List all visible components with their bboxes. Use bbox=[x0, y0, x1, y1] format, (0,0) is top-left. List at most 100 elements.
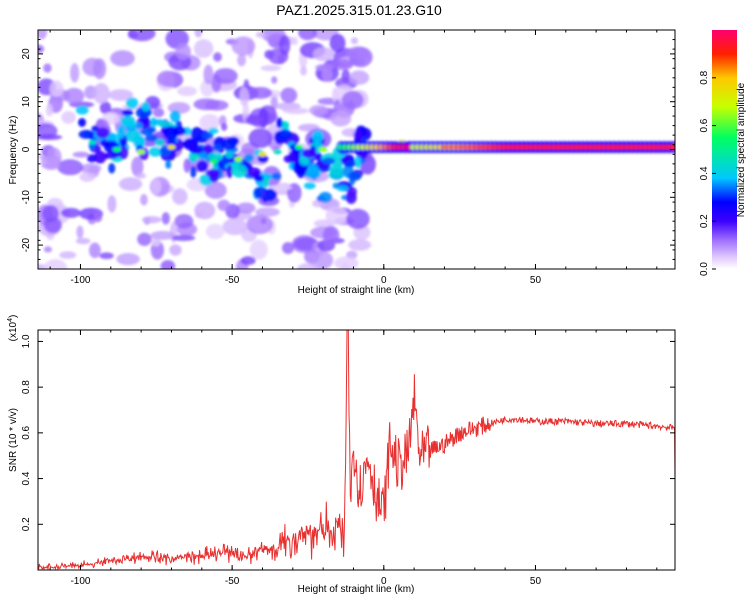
heatmap-cell bbox=[171, 126, 186, 136]
heatmap-cell bbox=[152, 107, 165, 118]
heatmap-cell bbox=[297, 262, 319, 269]
heatmap-cell bbox=[61, 111, 76, 124]
heatmap-cell bbox=[483, 145, 491, 149]
heatmap-cell bbox=[465, 145, 473, 149]
heatmap-cell bbox=[260, 217, 267, 225]
snr-scale-label: (x104) bbox=[7, 315, 19, 342]
heatmap-cell bbox=[177, 86, 197, 97]
heatmap-cell bbox=[544, 145, 552, 149]
heatmap-cell bbox=[118, 145, 129, 160]
y-tick-label: 0.8 bbox=[21, 380, 32, 394]
heatmap-cell bbox=[507, 145, 515, 149]
heatmap-cell bbox=[213, 68, 238, 85]
heatmap-cell bbox=[329, 164, 344, 175]
heatmap-cell bbox=[174, 213, 194, 229]
heatmap-cell bbox=[194, 201, 216, 220]
heatmap-cell bbox=[263, 175, 270, 188]
heatmap-cell bbox=[501, 145, 509, 149]
heatmap-cell bbox=[99, 101, 112, 115]
heatmap-cell bbox=[332, 182, 340, 189]
heatmap-cell bbox=[258, 151, 267, 157]
heatmap-cell bbox=[116, 252, 140, 266]
heatmap-cell bbox=[330, 110, 352, 127]
heatmap-cell bbox=[141, 216, 162, 224]
heatmap-cell bbox=[140, 194, 148, 206]
heatmap-cell bbox=[665, 145, 673, 149]
heatmap-cell bbox=[290, 36, 299, 46]
heatmap-cell bbox=[325, 206, 348, 225]
heatmap-cell bbox=[220, 123, 228, 131]
heatmap-cell bbox=[204, 99, 229, 111]
heatmap-cell bbox=[459, 145, 467, 149]
chart-title: PAZ1.2025.315.01.23.G10 bbox=[276, 2, 442, 18]
heatmap-cell bbox=[598, 145, 606, 149]
heatmap-cell bbox=[43, 63, 52, 73]
heatmap-cell bbox=[205, 223, 225, 240]
heatmap-cell bbox=[538, 145, 546, 149]
x-tick-label: 50 bbox=[530, 576, 542, 587]
heatmap-cell bbox=[550, 145, 558, 149]
y-tick-label: 0 bbox=[21, 146, 32, 152]
heatmap-cell bbox=[298, 30, 318, 41]
heatmap-cell bbox=[348, 239, 372, 251]
heatmap-cell bbox=[568, 145, 576, 149]
heatmap-cell bbox=[281, 242, 295, 254]
heatmap-cell bbox=[312, 47, 335, 62]
heatmap-cell bbox=[629, 145, 637, 149]
heatmap-cell bbox=[225, 151, 234, 159]
heatmap-cell bbox=[671, 145, 675, 149]
heatmap-cell bbox=[329, 33, 346, 53]
heatmap-cell bbox=[260, 65, 281, 72]
heatmap-cell bbox=[245, 114, 264, 126]
heatmap-cell bbox=[243, 153, 254, 163]
heatmap-cell bbox=[92, 58, 107, 80]
heatmap-cell bbox=[240, 256, 256, 266]
heatmap-cell bbox=[249, 239, 268, 260]
heatmap-cell bbox=[133, 134, 146, 149]
heatmap-cell bbox=[319, 147, 328, 152]
heatmap-cell bbox=[75, 105, 89, 115]
heatmap-cell bbox=[231, 36, 256, 56]
x-tick-label: 0 bbox=[381, 576, 387, 587]
heatmap-cell bbox=[42, 205, 59, 223]
heatmap-cell bbox=[303, 182, 316, 190]
heatmap-cell bbox=[88, 242, 101, 259]
heatmap-cell bbox=[199, 114, 221, 131]
heatmap-cell bbox=[268, 184, 293, 191]
snr-xlabel: Height of straight line (km) bbox=[298, 584, 415, 595]
colorbar-label: Normalized spectral amplitude bbox=[736, 82, 747, 217]
heatmap-cell bbox=[349, 70, 370, 85]
colorbar-tick-label: 0.8 bbox=[699, 70, 710, 84]
heatmap-cell bbox=[280, 87, 298, 104]
heatmap-cell bbox=[189, 145, 204, 155]
heatmap-cell bbox=[135, 172, 147, 179]
heatmap-cell bbox=[283, 107, 310, 115]
heatmap-cell bbox=[87, 154, 97, 163]
heatmap-cell bbox=[322, 157, 335, 165]
x-tick-label: -100 bbox=[70, 275, 90, 286]
y-tick-label: 0.4 bbox=[21, 471, 32, 485]
heatmap-cell bbox=[616, 145, 624, 149]
y-tick-label: 0.2 bbox=[21, 517, 32, 531]
heatmap-cell bbox=[610, 145, 618, 149]
heatmap-cell bbox=[331, 59, 354, 71]
heatmap-cell bbox=[212, 144, 223, 151]
heatmap-cell bbox=[72, 151, 90, 158]
x-tick-label: 50 bbox=[530, 275, 542, 286]
heatmap-cell bbox=[131, 156, 144, 177]
heatmap-cell bbox=[155, 138, 165, 147]
heatmap-cell bbox=[647, 145, 655, 149]
heatmap-cell bbox=[222, 218, 248, 236]
heatmap-cell bbox=[234, 156, 243, 162]
heatmap-cell bbox=[160, 260, 176, 269]
heatmap-cell bbox=[38, 134, 63, 141]
spectrogram-xlabel: Height of straight line (km) bbox=[298, 285, 415, 296]
heatmap-cell bbox=[46, 147, 62, 168]
snr-scale-exponent: 4 bbox=[7, 318, 14, 322]
heatmap-cell bbox=[300, 66, 307, 76]
heatmap-cell bbox=[148, 146, 162, 157]
heatmap-cell bbox=[150, 230, 175, 240]
heatmap-cell bbox=[562, 145, 570, 149]
heatmap-cell bbox=[151, 178, 162, 195]
heatmap-cell bbox=[140, 128, 153, 136]
